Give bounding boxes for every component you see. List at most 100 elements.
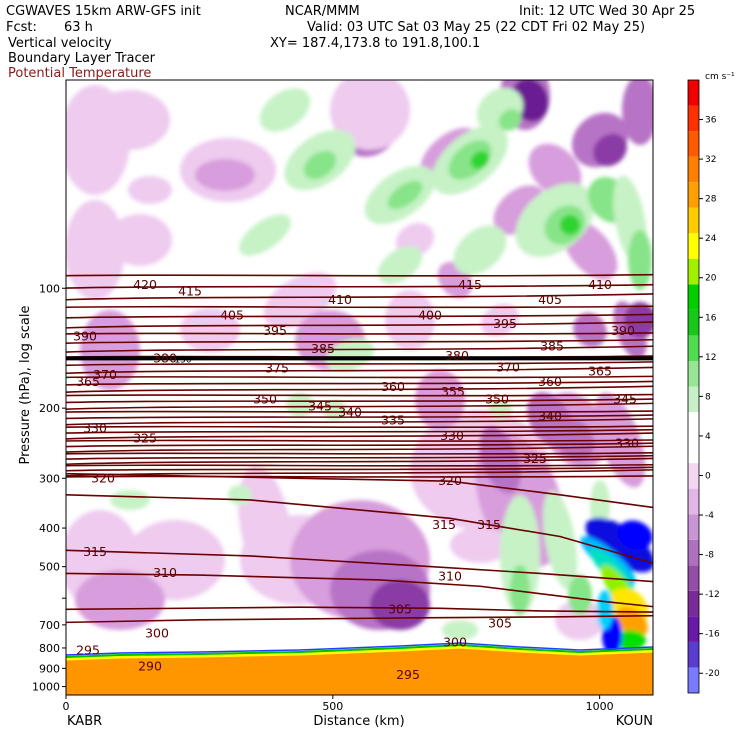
boundary-layer-tracer — [66, 642, 653, 695]
boundary-layer-edge-green — [66, 643, 653, 658]
y-tick-label: 100 — [39, 282, 60, 295]
theta-label: 390 — [611, 323, 635, 338]
theta-label: 335 — [381, 413, 405, 428]
theta-contour — [66, 321, 653, 329]
y-tick-label: 1000 — [32, 681, 60, 694]
downdraft-region — [481, 303, 519, 337]
theta-contour — [66, 366, 653, 375]
downdraft-region — [415, 370, 465, 430]
theta-label: 405 — [538, 292, 562, 307]
cross-section-xy: XY= 187.4,173.8 to 191.8,100.1 — [270, 36, 480, 51]
downdraft-region — [195, 159, 255, 191]
theta-label: 375 — [265, 360, 289, 375]
theta-label: 315 — [432, 517, 456, 532]
shading-layer — [66, 80, 653, 655]
colorbar-swatch — [688, 284, 699, 310]
strong-vertical-motion — [616, 607, 648, 637]
downdraft-region — [128, 176, 172, 204]
theta-contour — [66, 385, 653, 393]
theta-contour — [66, 439, 653, 442]
theta-contour — [66, 338, 653, 344]
theta-label: 315 — [83, 544, 107, 559]
fcst-label: Fcst: — [6, 20, 37, 35]
theta-label: 300 — [145, 625, 169, 640]
left-endpoint-label: KABR — [67, 714, 102, 729]
theta-contour — [66, 414, 653, 420]
theta-label: 330 — [440, 428, 464, 443]
colorbar-label: 0 — [705, 471, 711, 481]
updraft-region — [628, 230, 652, 290]
colorbar-label: 8 — [705, 392, 711, 402]
field-vertical-velocity: Vertical velocity — [8, 36, 112, 51]
colorbar-label: 36 — [705, 116, 717, 126]
theta-label: 340 — [538, 409, 562, 424]
colorbar-swatch — [688, 667, 699, 693]
updraft-region — [259, 88, 311, 132]
boundary-layer-edge-blue — [66, 642, 653, 656]
theta-contour — [66, 466, 653, 472]
theta-contour — [66, 493, 653, 564]
theta-label: 355 — [441, 384, 465, 399]
colorbar-swatch — [688, 360, 699, 387]
colorbar-swatch — [688, 641, 699, 668]
downdraft-region — [593, 133, 627, 167]
theta-label: 310 — [153, 565, 177, 580]
theta-contour — [66, 393, 653, 397]
downdraft-region — [75, 570, 165, 630]
theta-label: 360 — [538, 374, 562, 389]
field-potential-temperature: Potential Temperature — [8, 66, 151, 81]
theta-contour — [66, 402, 653, 410]
updraft-region — [560, 215, 580, 235]
theta-label: 370 — [93, 367, 117, 382]
updraft-region — [303, 150, 337, 180]
strong-vertical-motion — [597, 590, 613, 630]
y-tick-label: 900 — [39, 662, 60, 675]
updraft-region — [453, 225, 507, 275]
updraft-region — [442, 620, 478, 640]
colorbar-label: 16 — [705, 313, 717, 323]
institution: NCAR/MMM — [285, 4, 360, 19]
theta-label: 300 — [443, 634, 467, 649]
y-axis: 100 200 300 400 500 700 800 900 1000 — [32, 282, 66, 694]
theta-label: 415 — [458, 277, 482, 292]
y-tick-label: 200 — [39, 402, 60, 415]
colorbar-swatch — [688, 590, 699, 617]
theta-contour — [66, 452, 653, 455]
updraft-region — [387, 180, 423, 210]
theta-label: 385 — [311, 341, 335, 356]
theta-contour — [66, 273, 653, 277]
colorbar-label: 24 — [705, 234, 717, 244]
theta-label: 310 — [438, 569, 462, 584]
thick-line-label: 150 — [174, 355, 191, 365]
colorbar-swatch — [688, 105, 699, 132]
theta-contour — [66, 410, 653, 414]
theta-contour — [66, 425, 653, 429]
theta-contour — [66, 332, 653, 335]
colorbar-swatch — [688, 131, 699, 157]
theta-label: 410 — [328, 292, 352, 307]
colorbar-swatch — [688, 539, 699, 566]
theta-label: 295 — [76, 643, 100, 658]
theta-label: 320 — [91, 470, 115, 485]
colorbar-label: -12 — [705, 590, 720, 600]
theta-label: 365 — [588, 364, 612, 379]
theta-contour — [66, 614, 653, 624]
y-tick-label: 800 — [39, 642, 60, 655]
colorbar-label: -16 — [705, 630, 720, 640]
theta-label: 290 — [138, 658, 162, 673]
vertical-velocity-shading — [66, 80, 653, 655]
theta-contour — [66, 454, 653, 460]
theta-label: 295 — [396, 667, 420, 682]
theta-label: 360 — [381, 379, 405, 394]
theta-label: 380 — [153, 350, 177, 365]
colorbar-swatch — [688, 258, 699, 285]
theta-label: 380 — [445, 348, 469, 363]
theta-label: 330 — [615, 435, 639, 450]
theta-label: 395 — [263, 323, 287, 338]
downdraft-region — [330, 80, 410, 150]
colorbar-swatch — [688, 616, 699, 642]
theta-label: 340 — [338, 404, 362, 419]
theta-label: 325 — [523, 451, 547, 466]
